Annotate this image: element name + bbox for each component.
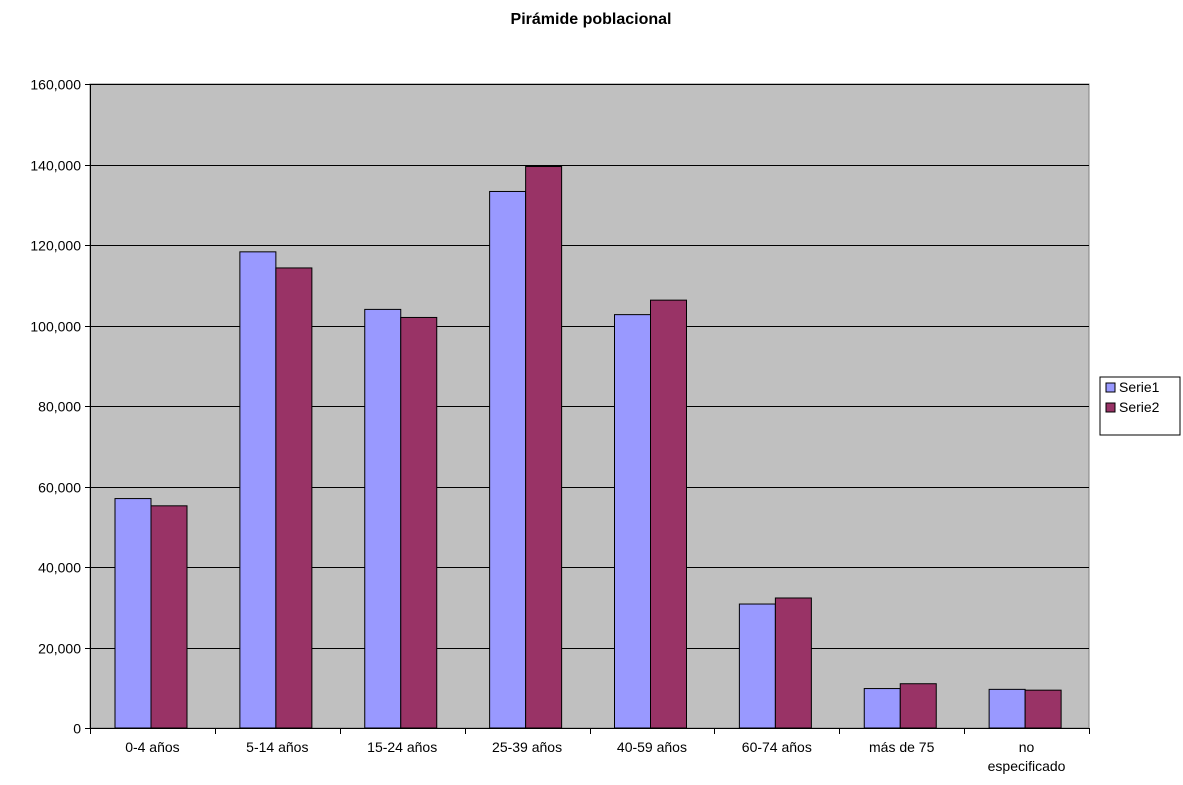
bars xyxy=(114,166,1062,729)
bar-serie1-3 xyxy=(364,308,402,729)
x-tick-label: 40-59 años xyxy=(617,739,687,755)
x-tick-label: 5-14 años xyxy=(246,739,308,755)
bar-serie2-7 xyxy=(899,683,937,729)
bar-serie1-5 xyxy=(614,314,651,729)
bar-serie2-2 xyxy=(275,267,313,729)
y-tick-label: 60,000 xyxy=(38,480,81,496)
x-tick-label: 60-74 años xyxy=(742,739,812,755)
y-tick-label: 160,000 xyxy=(30,77,81,93)
bar-serie2-1 xyxy=(150,505,188,729)
x-tick-label: 25-39 años xyxy=(492,739,562,755)
y-tick-label: 40,000 xyxy=(38,560,81,576)
legend: Serie1 Serie2 xyxy=(1099,376,1181,436)
bar-serie2-6 xyxy=(774,597,812,729)
bar-serie1-4 xyxy=(489,190,527,729)
bar-serie2-3 xyxy=(400,316,438,729)
legend-swatch-serie1 xyxy=(1105,382,1116,393)
bar-serie1-7 xyxy=(863,688,901,729)
bar-serie2-8 xyxy=(1024,689,1062,729)
x-tick-label: más de 75 xyxy=(869,739,935,755)
y-tick-label: 80,000 xyxy=(38,399,81,415)
bar-serie1-6 xyxy=(738,603,776,729)
x-tick-label: 0-4 años xyxy=(125,739,179,755)
chart-title: Pirámide poblacional xyxy=(511,11,672,28)
bar-serie2-4 xyxy=(525,166,563,729)
y-tick-label: 100,000 xyxy=(30,319,81,335)
legend-label-serie1: Serie1 xyxy=(1119,379,1160,395)
bar-serie1-2 xyxy=(239,251,277,729)
bar-serie2-5 xyxy=(650,299,687,729)
y-tick-label: 0 xyxy=(73,721,81,737)
legend-swatch-serie2 xyxy=(1105,402,1116,413)
x-tick-label: no especificado xyxy=(988,739,1066,774)
y-tick-labels: 0 20,000 40,000 60,000 80,000 100,000 120,000 1… xyxy=(30,77,81,737)
bar-serie1-1 xyxy=(114,498,152,729)
bar-serie1-8 xyxy=(988,688,1026,729)
y-tick-label: 140,000 xyxy=(30,158,81,174)
y-tick-label: 120,000 xyxy=(30,238,81,254)
y-tick-label: 20,000 xyxy=(38,641,81,657)
x-tick-label: 15-24 años xyxy=(367,739,437,755)
axes xyxy=(85,84,1090,734)
x-tick-labels: 0-4 años 5-14 años 15-24 años 25-39 años 40-… xyxy=(125,739,1065,774)
legend-label-serie2: Serie2 xyxy=(1119,399,1160,415)
